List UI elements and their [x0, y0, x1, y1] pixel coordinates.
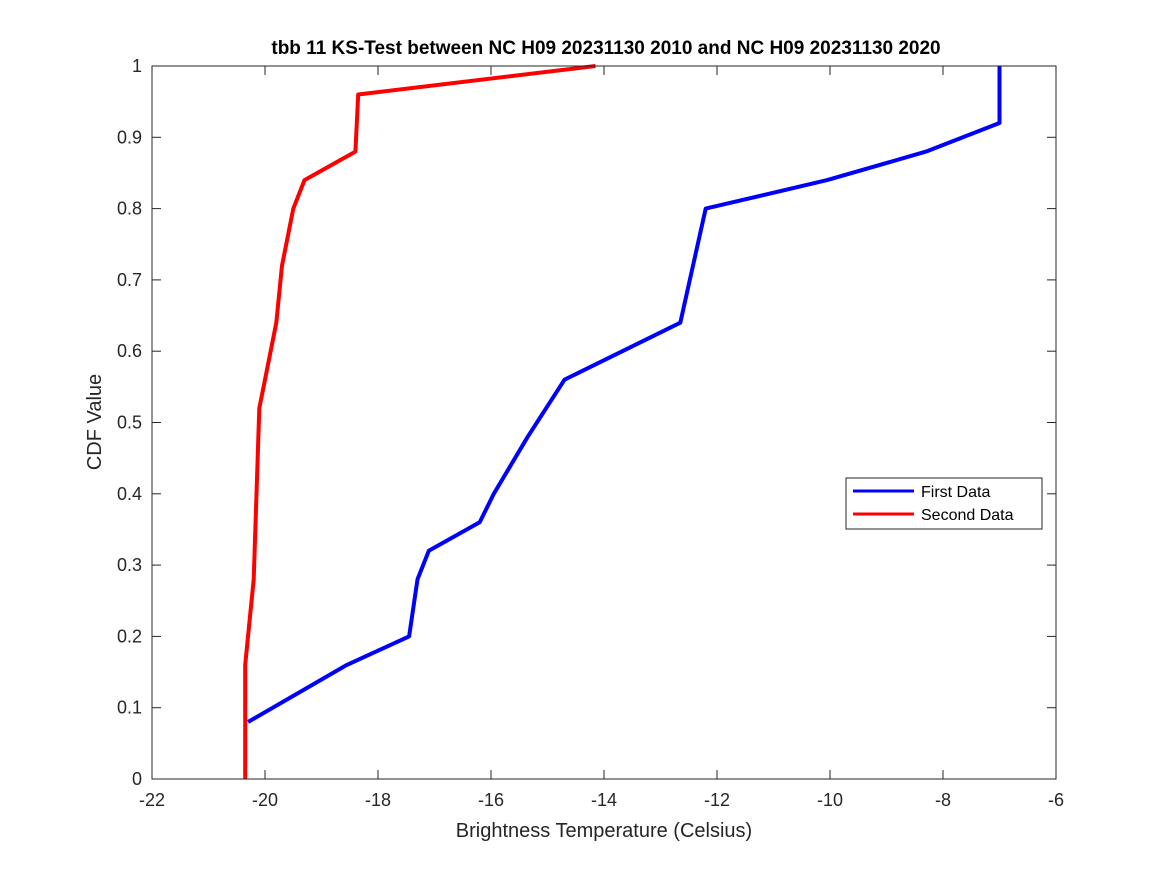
- x-axis-title: Brightness Temperature (Celsius): [456, 820, 752, 842]
- y-axis-ticks: 0 0.1 0.2 0.3 0.4 0.5 0.6 0.7 0.8 0.9 1: [117, 56, 1056, 789]
- y-tick-label: 0.6: [117, 341, 142, 361]
- y-tick-label: 0.5: [117, 413, 142, 433]
- x-tick-label: -12: [704, 790, 730, 810]
- y-axis-title: CDF Value: [84, 374, 106, 470]
- x-tick-label: -20: [252, 790, 278, 810]
- x-tick-label: -6: [1048, 790, 1064, 810]
- plot-area: [152, 66, 1056, 779]
- y-tick-label: 0.4: [117, 484, 142, 504]
- series-layer: [243, 64, 1002, 779]
- legend-box: [845, 477, 1043, 530]
- x-tick-label: -14: [591, 790, 617, 810]
- y-tick-label: 0.8: [117, 199, 142, 219]
- series-line-second-data: [243, 64, 596, 779]
- x-tick-label: -10: [817, 790, 843, 810]
- y-tick-label: 0.3: [117, 555, 142, 575]
- y-tick-label: 1: [132, 56, 142, 76]
- y-tick-label: 0.9: [117, 127, 142, 147]
- chart-title: tbb 11 KS-Test between NC H09 20231130 2…: [271, 38, 940, 59]
- x-tick-label: -16: [478, 790, 504, 810]
- x-tick-label: -18: [365, 790, 391, 810]
- y-tick-label: 0.7: [117, 270, 142, 290]
- y-tick-label: 0: [132, 769, 142, 789]
- x-axis-ticks: -22 -20 -18 -16 -14 -12 -10 -8 -6: [139, 66, 1064, 810]
- y-tick-label: 0.2: [117, 626, 142, 646]
- y-tick-label: 0.1: [117, 698, 142, 718]
- x-tick-label: -8: [935, 790, 951, 810]
- x-tick-label: -22: [139, 790, 165, 810]
- series-line-first-data: [246, 66, 1002, 724]
- legend-label-first-data: First Data: [921, 484, 990, 501]
- legend: First Data Second Data: [845, 477, 1043, 530]
- legend-label-second-data: Second Data: [921, 507, 1014, 524]
